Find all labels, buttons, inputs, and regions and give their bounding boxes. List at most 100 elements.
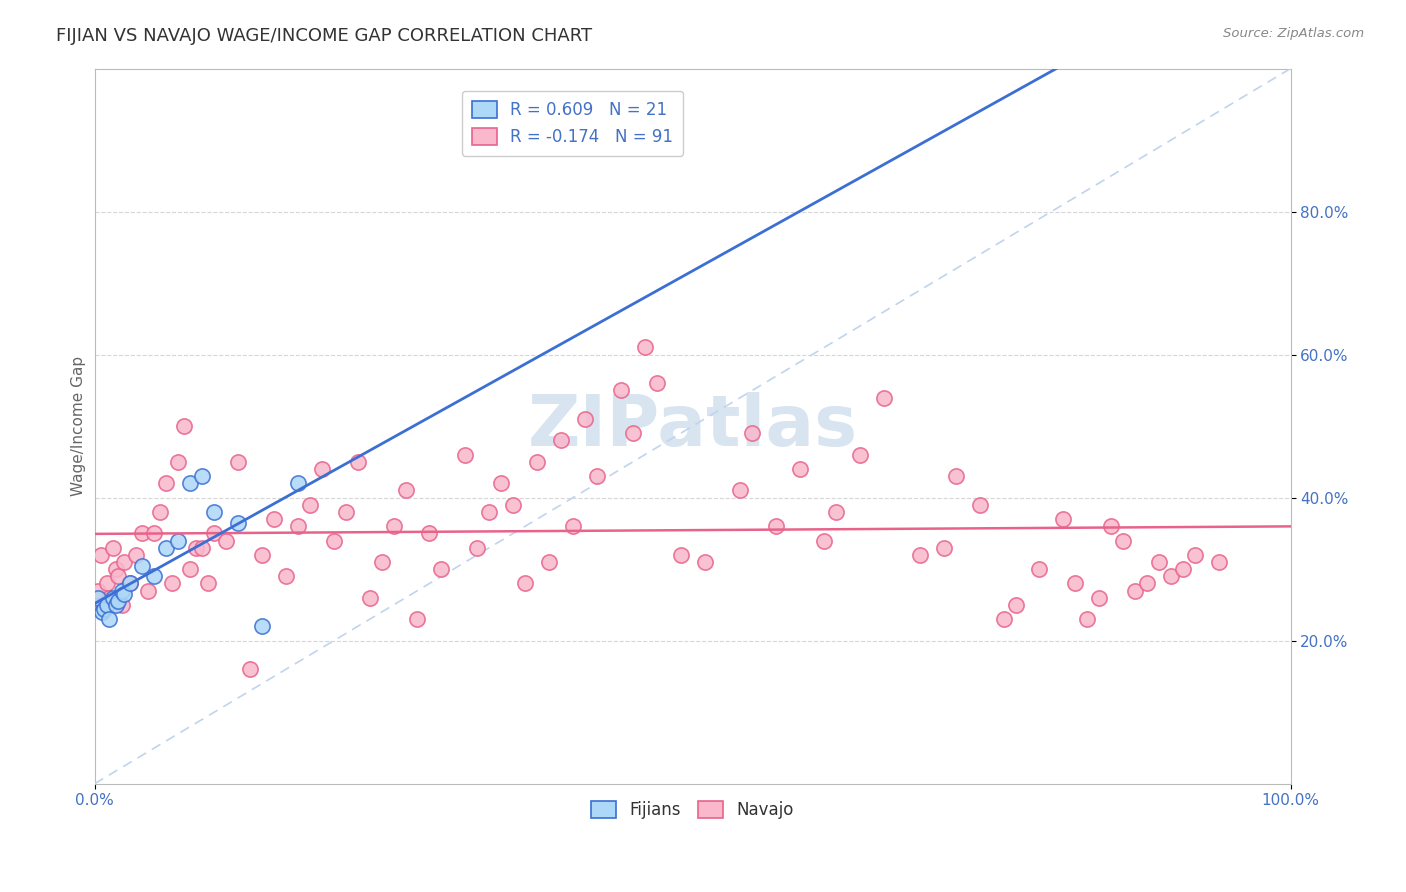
Point	[91, 598, 114, 612]
Point	[179, 562, 201, 576]
Point	[526, 455, 548, 469]
Point	[1171, 562, 1194, 576]
Point	[105, 562, 128, 576]
Point	[1136, 576, 1159, 591]
Point	[173, 419, 195, 434]
Point	[335, 505, 357, 519]
Point	[1208, 555, 1230, 569]
Point	[873, 391, 896, 405]
Point	[849, 448, 872, 462]
Point	[202, 505, 225, 519]
Point	[1028, 562, 1050, 576]
Point	[538, 555, 561, 569]
Point	[131, 558, 153, 573]
Point	[1088, 591, 1111, 605]
Point	[111, 583, 134, 598]
Point	[143, 526, 166, 541]
Point	[114, 555, 136, 569]
Point	[621, 426, 644, 441]
Point	[111, 598, 134, 612]
Point	[394, 483, 416, 498]
Point	[215, 533, 238, 548]
Point	[274, 569, 297, 583]
Point	[382, 519, 405, 533]
Point	[489, 476, 512, 491]
Point	[250, 548, 273, 562]
Point	[741, 426, 763, 441]
Point	[502, 498, 524, 512]
Point	[789, 462, 811, 476]
Point	[406, 612, 429, 626]
Point	[97, 591, 120, 605]
Point	[96, 576, 118, 591]
Point	[107, 569, 129, 583]
Point	[311, 462, 333, 476]
Point	[562, 519, 585, 533]
Point	[120, 576, 142, 591]
Point	[1064, 576, 1087, 591]
Point	[250, 619, 273, 633]
Point	[131, 526, 153, 541]
Point	[96, 598, 118, 612]
Point	[813, 533, 835, 548]
Point	[226, 455, 249, 469]
Point	[1076, 612, 1098, 626]
Point	[93, 601, 115, 615]
Y-axis label: Wage/Income Gap: Wage/Income Gap	[72, 356, 86, 496]
Point	[1184, 548, 1206, 562]
Point	[87, 583, 110, 598]
Text: ZIPatlas: ZIPatlas	[527, 392, 858, 460]
Point	[322, 533, 344, 548]
Text: FIJIAN VS NAVAJO WAGE/INCOME GAP CORRELATION CHART: FIJIAN VS NAVAJO WAGE/INCOME GAP CORRELA…	[56, 27, 592, 45]
Point	[197, 576, 219, 591]
Point	[550, 434, 572, 448]
Point	[969, 498, 991, 512]
Point	[138, 583, 160, 598]
Point	[191, 469, 214, 483]
Point	[263, 512, 285, 526]
Point	[1099, 519, 1122, 533]
Point	[202, 526, 225, 541]
Point	[287, 519, 309, 533]
Legend: Fijians, Navajo: Fijians, Navajo	[585, 794, 800, 825]
Point	[574, 412, 596, 426]
Point	[105, 598, 128, 612]
Point	[298, 498, 321, 512]
Point	[586, 469, 609, 483]
Point	[430, 562, 453, 576]
Point	[125, 548, 148, 562]
Point	[669, 548, 692, 562]
Point	[515, 576, 537, 591]
Point	[167, 455, 190, 469]
Point	[825, 505, 848, 519]
Point	[370, 555, 392, 569]
Point	[101, 541, 124, 555]
Point	[465, 541, 488, 555]
Point	[1112, 533, 1135, 548]
Point	[107, 594, 129, 608]
Point	[1004, 598, 1026, 612]
Point	[645, 376, 668, 391]
Point	[101, 591, 124, 605]
Point	[610, 384, 633, 398]
Point	[346, 455, 368, 469]
Point	[730, 483, 752, 498]
Point	[454, 448, 477, 462]
Point	[478, 505, 501, 519]
Point	[693, 555, 716, 569]
Point	[120, 576, 142, 591]
Point	[359, 591, 381, 605]
Point	[1123, 583, 1146, 598]
Point	[155, 541, 177, 555]
Point	[945, 469, 967, 483]
Point	[226, 516, 249, 530]
Point	[993, 612, 1015, 626]
Point	[418, 526, 440, 541]
Point	[143, 569, 166, 583]
Point	[239, 662, 262, 676]
Point	[97, 612, 120, 626]
Point	[90, 548, 112, 562]
Point	[1147, 555, 1170, 569]
Point	[155, 476, 177, 491]
Point	[1160, 569, 1182, 583]
